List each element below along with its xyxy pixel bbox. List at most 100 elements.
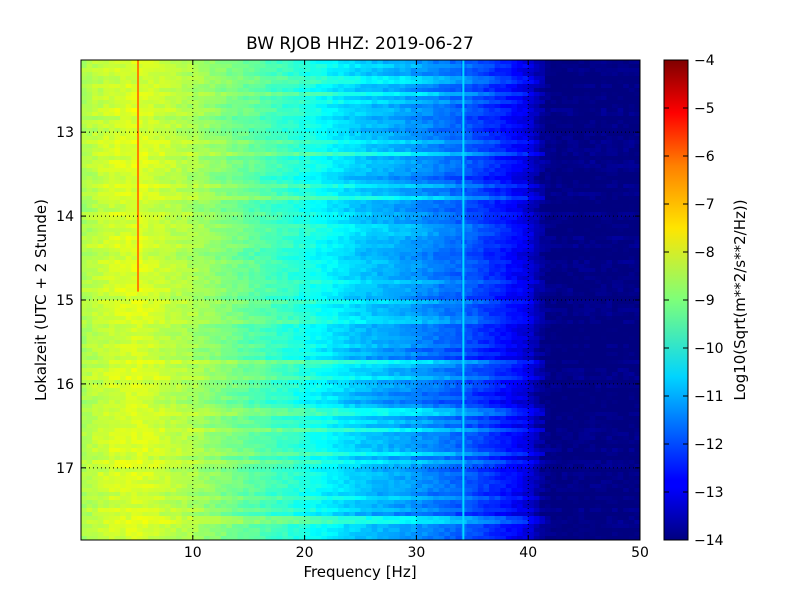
heatmap-cell [506, 140, 512, 145]
heatmap-cell [271, 200, 277, 205]
heatmap-cell [120, 132, 126, 137]
heatmap-cell [215, 180, 221, 185]
heatmap-cell [506, 200, 512, 205]
heatmap-cell [333, 80, 339, 85]
heatmap-cell [366, 216, 372, 221]
heatmap-cell [176, 160, 182, 165]
heatmap-cell [444, 204, 450, 209]
heatmap-cell [232, 244, 238, 249]
heatmap-cell [562, 212, 568, 217]
heatmap-cell [260, 160, 266, 165]
heatmap-cell [142, 92, 148, 97]
heatmap-cell [545, 108, 551, 113]
heatmap-cell [349, 200, 355, 205]
heatmap-cell [243, 216, 249, 221]
heatmap-cell [277, 252, 283, 257]
heatmap-cell [483, 152, 489, 157]
heatmap-cell [511, 220, 517, 225]
heatmap-cell [422, 204, 428, 209]
heatmap-cell [243, 76, 249, 81]
heatmap-cell [154, 104, 160, 109]
heatmap-cell [176, 84, 182, 89]
heatmap-cell [539, 200, 545, 205]
heatmap-cell [87, 76, 93, 81]
heatmap-cell [226, 168, 232, 173]
heatmap-cell [394, 176, 400, 181]
heatmap-cell [310, 160, 316, 165]
heatmap-cell [221, 76, 227, 81]
heatmap-cell [154, 216, 160, 221]
heatmap-cell [148, 72, 154, 77]
heatmap-cell [310, 104, 316, 109]
heatmap-cell [271, 228, 277, 233]
heatmap-cell [534, 68, 540, 73]
heatmap-cell [87, 136, 93, 141]
heatmap-cell [612, 160, 618, 165]
heatmap-cell [489, 232, 495, 237]
heatmap-cell [87, 164, 93, 169]
heatmap-cell [444, 60, 450, 65]
heatmap-cell [243, 256, 249, 261]
heatmap-cell [388, 224, 394, 229]
heatmap-cell [293, 136, 299, 141]
heatmap-cell [226, 228, 232, 233]
heatmap-cell [260, 216, 266, 221]
heatmap-cell [182, 256, 188, 261]
heatmap-cell [115, 208, 121, 213]
heatmap-cell [148, 248, 154, 253]
heatmap-cell [103, 88, 109, 93]
heatmap-cell [545, 228, 551, 233]
heatmap-cell [539, 132, 545, 137]
heatmap-cell [271, 204, 277, 209]
heatmap-cell [103, 148, 109, 153]
heatmap-cell [377, 64, 383, 69]
heatmap-cell [109, 180, 115, 185]
heatmap-cell [327, 64, 333, 69]
heatmap-cell [126, 228, 132, 233]
heatmap-cell [511, 248, 517, 253]
heatmap-cell [388, 232, 394, 237]
heatmap-cell [277, 100, 283, 105]
heatmap-cell [355, 116, 361, 121]
heatmap-cell [316, 112, 322, 117]
heatmap-cell [439, 144, 445, 149]
heatmap-cell [210, 244, 216, 249]
heatmap-cell [590, 60, 596, 65]
heatmap-cell [265, 120, 271, 125]
heatmap-cell [372, 256, 378, 261]
heatmap-cell [282, 100, 288, 105]
heatmap-cell [629, 192, 635, 197]
heatmap-cell [405, 64, 411, 69]
heatmap-cell [170, 220, 176, 225]
heatmap-cell [478, 112, 484, 117]
heatmap-cell [366, 64, 372, 69]
heatmap-cell [333, 88, 339, 93]
heatmap-cell [344, 76, 350, 81]
heatmap-cell [254, 144, 260, 149]
heatmap-cell [528, 72, 534, 77]
heatmap-cell [215, 136, 221, 141]
heatmap-cell [472, 220, 478, 225]
heatmap-cell [355, 192, 361, 197]
heatmap-cell [595, 96, 601, 101]
heatmap-cell [551, 116, 557, 121]
heatmap-cell [489, 68, 495, 73]
heatmap-cell [243, 168, 249, 173]
heatmap-cell [595, 244, 601, 249]
heatmap-cell [366, 172, 372, 177]
heatmap-cell [159, 60, 165, 65]
heatmap-cell [584, 224, 590, 229]
heatmap-cell [115, 232, 121, 237]
heatmap-cell [215, 164, 221, 169]
heatmap-cell [333, 132, 339, 137]
heatmap-cell [243, 88, 249, 93]
heatmap-cell [182, 232, 188, 237]
heatmap-cell [478, 252, 484, 257]
heatmap-cell [344, 160, 350, 165]
heatmap-cell [92, 60, 98, 65]
heatmap-cell [260, 112, 266, 117]
heatmap-cell [483, 232, 489, 237]
heatmap-cell [87, 124, 93, 129]
heatmap-cell [126, 188, 132, 193]
heatmap-cell [534, 216, 540, 221]
